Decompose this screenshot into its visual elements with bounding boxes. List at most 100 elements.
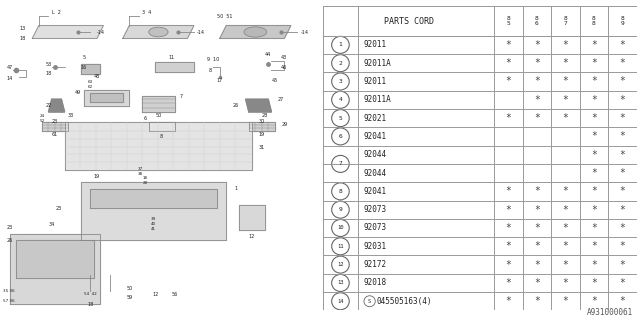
Text: 7: 7: [179, 93, 182, 99]
Text: 92031: 92031: [364, 242, 387, 251]
Text: *: *: [591, 296, 597, 306]
Text: 18
20: 18 20: [143, 176, 148, 185]
Polygon shape: [246, 99, 271, 112]
Text: *: *: [506, 296, 511, 306]
Polygon shape: [81, 182, 227, 240]
Text: 92011: 92011: [364, 40, 387, 49]
Text: 14: 14: [6, 76, 13, 81]
Text: 92073: 92073: [364, 205, 387, 214]
Text: *: *: [620, 150, 625, 160]
Text: *: *: [563, 278, 568, 288]
Text: *: *: [563, 296, 568, 306]
Text: PARTS CORD: PARTS CORD: [383, 17, 434, 26]
Polygon shape: [32, 26, 104, 38]
Text: *: *: [563, 40, 568, 50]
Text: *: *: [620, 278, 625, 288]
Text: 11: 11: [168, 55, 174, 60]
Text: 22: 22: [45, 103, 52, 108]
Text: *: *: [591, 278, 597, 288]
Text: *: *: [591, 205, 597, 215]
Text: 49: 49: [74, 90, 81, 95]
Text: *: *: [534, 40, 540, 50]
Text: *: *: [591, 76, 597, 86]
Text: 43: 43: [281, 55, 287, 60]
Text: *: *: [563, 113, 568, 123]
Text: 4: 4: [339, 97, 342, 102]
Text: 35 36: 35 36: [3, 289, 15, 293]
Text: *: *: [591, 40, 597, 50]
Text: 23: 23: [52, 119, 58, 124]
Text: A931000061: A931000061: [588, 308, 634, 317]
Text: *: *: [534, 186, 540, 196]
Text: 17: 17: [217, 77, 223, 83]
Text: *: *: [591, 223, 597, 233]
Polygon shape: [90, 93, 123, 102]
Text: *: *: [563, 58, 568, 68]
Text: *: *: [620, 241, 625, 251]
Text: 5: 5: [83, 55, 86, 60]
Text: *: *: [534, 58, 540, 68]
Text: 19: 19: [94, 173, 100, 179]
Text: 92044: 92044: [364, 150, 387, 159]
Text: 16: 16: [81, 65, 87, 70]
Text: *: *: [591, 95, 597, 105]
Text: *: *: [534, 260, 540, 270]
Text: 33: 33: [68, 113, 74, 118]
Text: *: *: [563, 241, 568, 251]
Text: 11: 11: [337, 244, 344, 249]
Text: *: *: [534, 113, 540, 123]
Text: *: *: [591, 186, 597, 196]
Text: -14: -14: [97, 29, 105, 35]
Text: 92172: 92172: [364, 260, 387, 269]
Text: *: *: [506, 58, 511, 68]
Text: 27: 27: [278, 97, 284, 102]
Text: *: *: [506, 186, 511, 196]
Text: 26: 26: [6, 237, 13, 243]
Polygon shape: [42, 122, 68, 131]
Text: *: *: [620, 223, 625, 233]
Text: 39
40
41: 39 40 41: [151, 217, 156, 231]
Text: 1: 1: [339, 42, 342, 47]
Text: 18: 18: [19, 36, 26, 41]
Text: 37
38: 37 38: [138, 167, 143, 176]
Ellipse shape: [148, 27, 168, 37]
Text: *: *: [506, 260, 511, 270]
Polygon shape: [142, 96, 175, 112]
Polygon shape: [155, 62, 194, 72]
Text: 54  42: 54 42: [84, 292, 97, 296]
Text: *: *: [534, 223, 540, 233]
Polygon shape: [16, 240, 93, 278]
Text: 44: 44: [265, 52, 271, 57]
Text: *: *: [591, 241, 597, 251]
Polygon shape: [90, 189, 216, 208]
Text: 8
8: 8 8: [592, 16, 596, 26]
Text: *: *: [620, 186, 625, 196]
Text: *: *: [534, 278, 540, 288]
Text: L  2: L 2: [52, 10, 61, 15]
Text: *: *: [563, 186, 568, 196]
Polygon shape: [148, 122, 175, 131]
Ellipse shape: [244, 27, 267, 37]
Text: 47: 47: [6, 65, 13, 70]
Polygon shape: [84, 90, 129, 106]
Text: 61: 61: [52, 132, 58, 137]
Text: 31: 31: [259, 145, 265, 150]
Text: *: *: [620, 40, 625, 50]
Text: 8: 8: [339, 189, 342, 194]
Text: 12: 12: [249, 234, 255, 239]
Text: 59: 59: [126, 295, 132, 300]
Text: *: *: [534, 296, 540, 306]
Polygon shape: [249, 122, 275, 131]
Text: 7: 7: [339, 161, 342, 166]
Text: *: *: [506, 113, 511, 123]
Text: 045505163(4): 045505163(4): [376, 297, 432, 306]
Text: *: *: [534, 241, 540, 251]
Text: 6: 6: [144, 116, 147, 121]
Text: *: *: [563, 223, 568, 233]
Text: 1: 1: [234, 186, 237, 191]
Polygon shape: [220, 26, 291, 38]
Text: 8: 8: [160, 133, 163, 139]
Text: *: *: [506, 241, 511, 251]
Text: *: *: [534, 76, 540, 86]
Text: *: *: [591, 150, 597, 160]
